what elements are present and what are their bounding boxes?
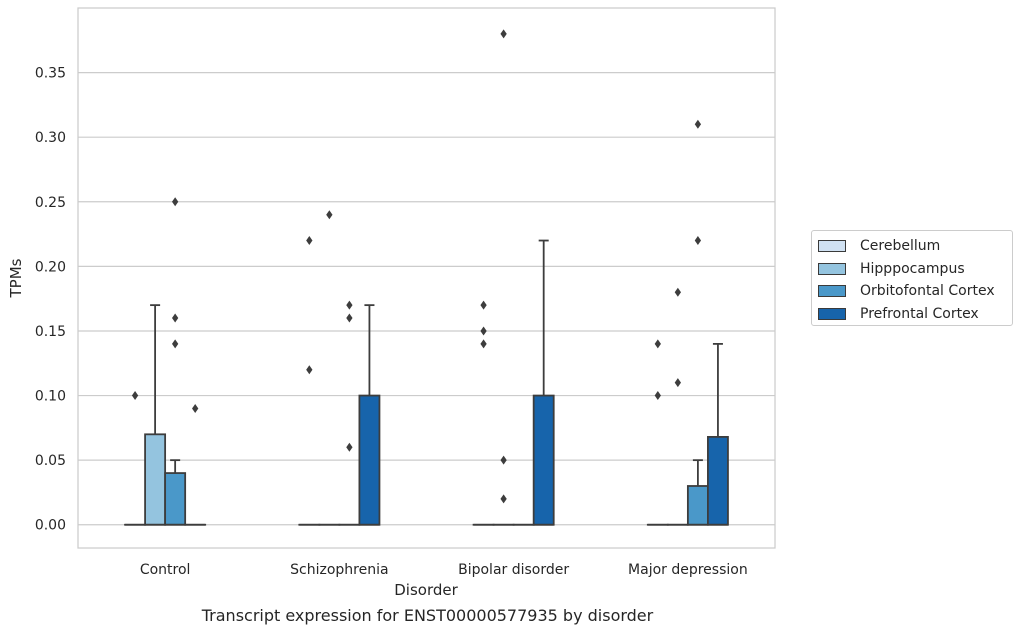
plot-area-frame	[77, 7, 776, 549]
outlier-marker	[480, 339, 487, 349]
outlier-marker	[171, 197, 179, 207]
chart-caption: Transcript expression for ENST0000057793…	[201, 606, 654, 625]
legend-label: Cerebellum	[860, 238, 941, 255]
legend: Cerebellum Hipppocampus Orbitofontal Corte…	[811, 230, 1013, 326]
outlier-marker	[346, 442, 353, 452]
legend-label: Hipppocampus	[860, 260, 965, 277]
box-rect	[707, 435, 729, 526]
outlier-marker	[326, 210, 333, 220]
grid-lines	[78, 71, 775, 526]
outlier-marker	[131, 391, 139, 401]
x-axis-ticks: Control Schizophrenia Bipolar disorder Majo…	[140, 562, 748, 578]
box-orbitofontal-cortex	[164, 197, 187, 526]
outlier-marker	[500, 494, 507, 504]
outlier-marker	[694, 236, 702, 246]
box-hipppocampus	[144, 304, 167, 526]
outlier-marker	[500, 455, 507, 465]
outlier-marker	[654, 391, 661, 401]
y-tick-label: 0.00	[35, 518, 66, 534]
box-orbitofontal-cortex	[686, 119, 709, 526]
box-orbitofontal-cortex	[338, 300, 361, 526]
box-rect	[164, 472, 187, 526]
box-cerebellum	[298, 236, 321, 526]
x-tick-label: Major depression	[628, 562, 748, 578]
box-cerebellum	[124, 391, 146, 526]
box-hipppocampus	[666, 287, 689, 526]
box-prefrontal-cortex	[532, 239, 555, 526]
outlier-marker	[346, 313, 353, 323]
x-axis-label: Disorder	[394, 581, 458, 599]
legend-item: Orbitofontal Cortex	[818, 280, 1012, 303]
y-tick-label: 0.35	[35, 66, 66, 82]
legend-label: Prefrontal Cortex	[860, 305, 979, 322]
x-tick-label: Bipolar disorder	[458, 562, 569, 578]
legend-swatch	[818, 307, 846, 320]
outlier-marker	[654, 339, 661, 349]
box-cerebellum	[472, 300, 495, 526]
box-prefrontal-cortex	[184, 403, 207, 526]
outlier-marker	[171, 339, 179, 349]
box-prefrontal-cortex	[707, 342, 729, 526]
outlier-marker	[674, 378, 682, 388]
y-axis-label: TPMs	[7, 258, 25, 298]
x-tick-label: Schizophrenia	[290, 562, 388, 578]
outlier-marker	[480, 326, 487, 336]
legend-swatch	[818, 262, 846, 275]
box-rect	[358, 394, 381, 526]
box-hipppocampus	[318, 210, 341, 526]
box-cerebellum	[646, 339, 669, 526]
box-rect	[532, 394, 555, 526]
legend-item: Prefrontal Cortex	[818, 303, 1012, 326]
legend-swatch	[818, 240, 846, 253]
outlier-marker	[500, 29, 507, 39]
outlier-marker	[192, 403, 199, 413]
outlier-marker	[171, 313, 179, 323]
y-tick-label: 0.05	[35, 453, 66, 469]
outlier-marker	[306, 365, 313, 375]
y-tick-label: 0.10	[35, 389, 66, 405]
y-tick-label: 0.30	[35, 130, 66, 146]
x-tick-label: Control	[140, 562, 191, 578]
box-prefrontal-cortex	[358, 304, 381, 526]
legend-swatch	[818, 285, 846, 298]
outlier-marker	[674, 287, 682, 297]
y-axis-ticks: 0.00 0.05 0.10 0.15 0.20 0.25 0.30 0.35	[35, 66, 66, 534]
box-rect	[686, 485, 709, 526]
outlier-marker	[346, 300, 353, 310]
legend-item: Hipppocampus	[818, 258, 1012, 281]
outlier-marker	[480, 300, 487, 310]
boxes	[124, 29, 729, 526]
outlier-marker	[694, 119, 702, 129]
y-tick-label: 0.25	[35, 195, 66, 211]
y-tick-label: 0.20	[35, 259, 66, 275]
box-hipppocampus	[492, 29, 515, 526]
y-tick-label: 0.15	[35, 324, 66, 340]
outlier-marker	[306, 236, 313, 246]
legend-label: Orbitofontal Cortex	[860, 283, 995, 300]
legend-item: Cerebellum	[818, 235, 1012, 258]
box-rect	[144, 433, 167, 526]
